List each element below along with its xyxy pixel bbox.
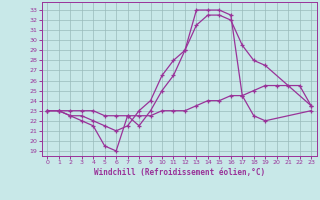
X-axis label: Windchill (Refroidissement éolien,°C): Windchill (Refroidissement éolien,°C)	[94, 168, 265, 177]
